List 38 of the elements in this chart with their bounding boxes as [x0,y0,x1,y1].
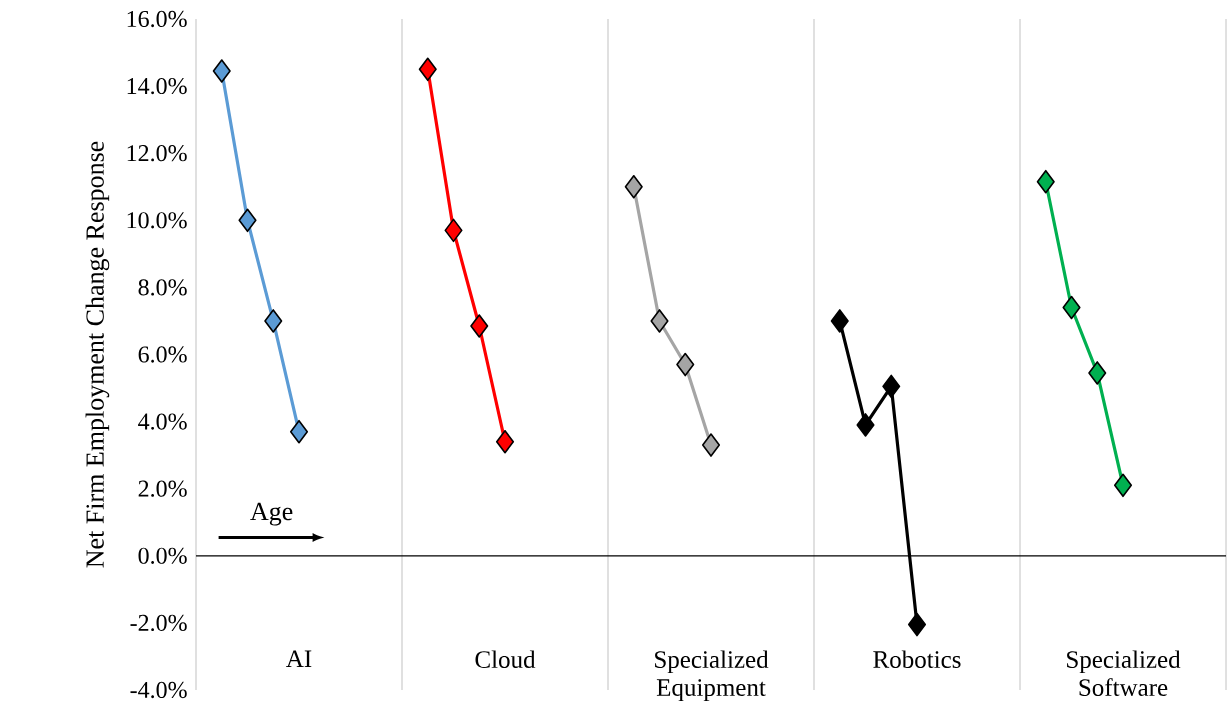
point [418,57,437,82]
x-tick-label: Robotics [873,650,961,668]
y-tick-label: 8.0% [138,279,187,296]
point [212,59,231,83]
y-tick-label: 6.0% [138,346,187,363]
point [676,352,695,377]
annotation: Age [250,502,293,526]
y-tick-label: -2.0% [130,614,187,632]
point [289,419,309,444]
y-tick-label: 14.0% [127,77,187,95]
y-tick-label: 12.0% [127,145,187,162]
x-tick-label: Specialized Software [1067,650,1181,696]
point [470,314,489,338]
point [1036,169,1055,194]
point [1088,361,1107,385]
y-axis-title: Net Firm Employment Change Response [85,141,110,568]
point [1062,295,1081,320]
y-tick-label: -4.0% [130,681,187,699]
y-tick-label: 0.0% [138,547,187,564]
y-tick-label: 16.0% [127,10,187,28]
point [907,612,927,637]
point [624,174,643,199]
point [1113,473,1133,498]
y-tick-label: 10.0% [127,212,187,229]
point [264,309,283,333]
point [650,309,669,333]
y-tick-label: 2.0% [138,480,187,497]
point [444,218,463,243]
x-tick-label: Cloud [475,650,536,668]
x-tick-label: Specialized Equipment [655,650,769,702]
point [495,429,515,454]
point [701,433,721,457]
point [882,374,901,399]
x-tick-label: AI [286,650,312,667]
point [238,208,257,233]
point [830,309,849,333]
point [856,413,875,437]
y-tick-label: 4.0% [138,413,187,430]
